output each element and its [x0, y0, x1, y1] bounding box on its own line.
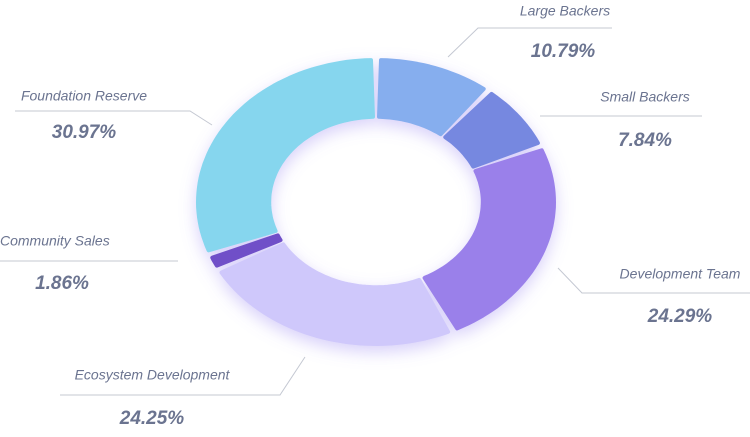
segment-name: Ecosystem Development: [75, 367, 231, 383]
donut-segment: [196, 58, 375, 253]
segment-value: 24.25%: [119, 408, 185, 429]
segment-name: Development Team: [620, 266, 741, 282]
segment-name: Foundation Reserve: [21, 88, 147, 104]
leader-line: [60, 356, 306, 396]
leader-line: [15, 110, 213, 126]
segment-value: 30.97%: [52, 122, 117, 143]
segment-name: Large Backers: [520, 3, 610, 19]
donut: [196, 58, 556, 346]
segment-value: 1.86%: [35, 273, 89, 294]
donut-segment: [422, 148, 556, 331]
leader-line: [447, 27, 612, 58]
segment-value: 7.84%: [618, 130, 672, 151]
donut-segment: [219, 242, 451, 346]
segment-name: Small Backers: [600, 89, 689, 105]
donut-segment: [377, 58, 486, 137]
segment-value: 10.79%: [531, 41, 596, 62]
donut-segment: [210, 233, 283, 268]
donut-segment: [443, 91, 540, 169]
segment-name: Community Sales: [0, 233, 110, 249]
leader-line: [557, 267, 750, 294]
segment-value: 24.29%: [647, 306, 713, 327]
